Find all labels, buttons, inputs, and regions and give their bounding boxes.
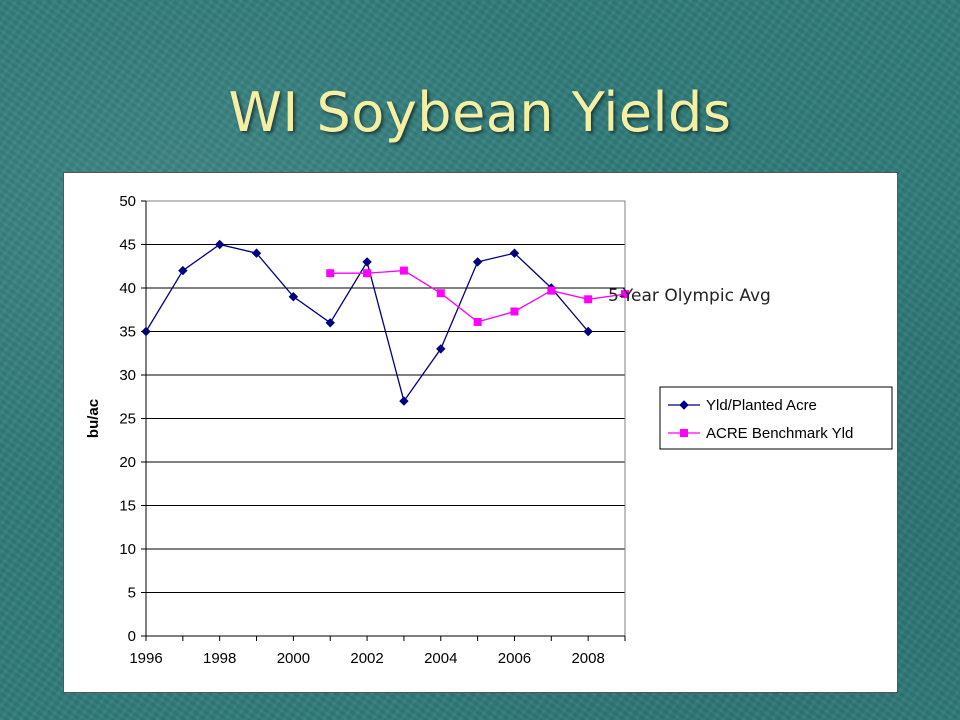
legend-box: [659, 386, 893, 450]
legend-label: ACRE Benchmark Yld: [706, 425, 853, 442]
y-axis-label: bu/ac: [85, 399, 102, 438]
data-point-diamond: [583, 326, 593, 337]
series-line: [145, 243, 589, 403]
data-point-square: [473, 317, 482, 326]
y-tick-label: 0: [128, 628, 136, 645]
data-point-diamond: [251, 248, 262, 258]
olympic-avg-note: 5-Year Olympic Avg: [608, 286, 771, 306]
y-tick-label: 45: [119, 237, 136, 254]
y-tick-label: 10: [119, 541, 136, 558]
data-point-diamond: [399, 396, 409, 406]
data-point-square: [584, 295, 593, 304]
legend: Yld/Planted Acre ACRE Benchmark Yld: [659, 386, 893, 450]
data-point-square: [547, 286, 556, 295]
data-point-square: [510, 307, 519, 316]
legend-label: Yld/Planted Acre: [706, 397, 817, 414]
data-point-diamond: [436, 344, 446, 354]
axes: 0 5 10 15 20 25 30 35 40 45 50 1996 1998 2000 2002 2004…: [119, 193, 626, 667]
y-tick-label: 15: [119, 498, 136, 515]
data-point-square: [326, 269, 335, 278]
data-point-square: [621, 290, 629, 299]
data-point-diamond: [178, 265, 188, 276]
data-point-diamond: [509, 248, 520, 258]
x-tick-label: 2002: [350, 650, 383, 667]
data-point-diamond: [325, 318, 335, 328]
x-tick-label: 2008: [571, 650, 604, 667]
data-point-diamond: [472, 257, 483, 267]
y-tick-label: 35: [119, 324, 136, 341]
y-tick-label: 40: [119, 280, 136, 297]
x-tick-label: 2006: [498, 650, 531, 667]
x-tick-label: 1998: [203, 650, 236, 667]
gridlines: [146, 200, 625, 593]
data-point-diamond: [141, 326, 151, 337]
data-point-square: [363, 269, 372, 278]
y-tick-label: 20: [119, 454, 136, 471]
slide-title: WI Soybean Yields: [228, 81, 732, 144]
series-layer: [141, 239, 629, 406]
y-tick-label: 50: [119, 193, 136, 210]
data-point-diamond: [679, 400, 689, 410]
legend-entry-2: ACRE Benchmark Yld: [668, 425, 853, 442]
x-tick-label: 2004: [424, 650, 457, 667]
data-point-square: [399, 266, 408, 275]
y-tick-label: 5: [128, 585, 136, 602]
data-point-diamond: [288, 291, 299, 302]
data-point-square: [680, 429, 688, 437]
data-point-diamond: [214, 239, 225, 250]
series-2: [326, 266, 629, 326]
x-tick-label: 1996: [129, 650, 162, 667]
line-chart: 0 5 10 15 20 25 30 35 40 45 50 1996 1998 2000 2002 2004…: [85, 193, 893, 667]
legend-entry-1: Yld/Planted Acre: [668, 397, 817, 414]
series-1: [141, 239, 593, 406]
data-point-diamond: [362, 257, 372, 267]
y-tick-label: 25: [119, 411, 136, 428]
data-point-square: [436, 289, 445, 298]
chart-panel: 0 5 10 15 20 25 30 35 40 45 50 1996 1998 2000 2002 2004…: [63, 172, 898, 693]
y-tick-label: 30: [119, 367, 136, 384]
x-tick-label: 2000: [277, 650, 310, 667]
series-line: [330, 269, 626, 323]
